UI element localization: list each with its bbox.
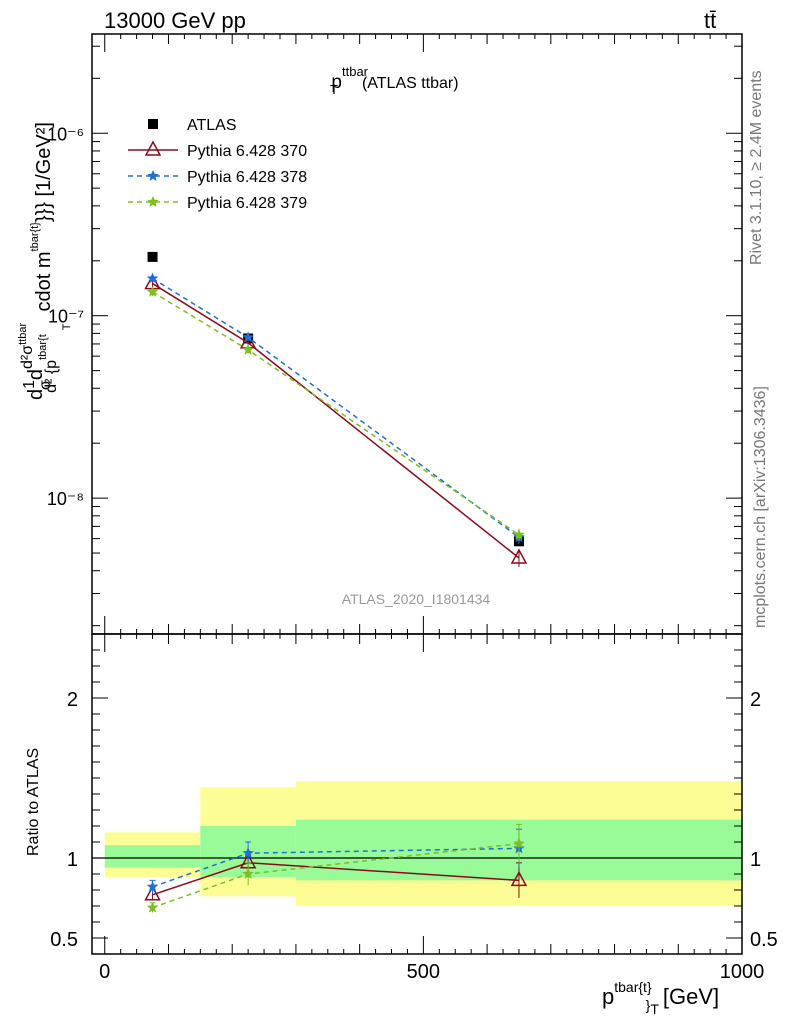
legend-marker-2 <box>147 170 159 181</box>
ylabel-sigma: d²σ <box>19 345 36 369</box>
ratio-ytick-label-right: 0.5 <box>750 929 778 951</box>
mcplots-label: mcplots.cern.ch [arXiv:1306.3436] <box>752 386 769 628</box>
ratio-ytick-label: 0.5 <box>50 929 78 951</box>
main-ytick-label: 10⁻⁶ <box>47 124 84 144</box>
main-point <box>147 251 158 262</box>
legend-label-2: Pythia 6.428 378 <box>187 169 307 186</box>
ylabel-sigma-sup: ttbar <box>17 323 29 345</box>
legend-marker-3 <box>147 196 159 207</box>
ratio-ytick-label: 2 <box>67 689 78 711</box>
ylabel-den-sup: tbar{t <box>37 334 49 360</box>
title-p: p <box>331 72 342 93</box>
main-ytick-label: 10⁻⁷ <box>48 307 84 327</box>
ylabel-frac-top: 1 <box>21 380 38 389</box>
legend-label-0: ATLAS <box>187 117 237 134</box>
main-point <box>242 331 254 343</box>
ratio-ytick-label: 1 <box>67 849 78 871</box>
main-point <box>146 272 159 284</box>
x-tick-label: 500 <box>407 961 440 983</box>
main-series <box>144 251 528 567</box>
plot-title: pttbar T (ATLAS ttbar) <box>330 64 459 97</box>
xlabel-sup: tbar{t} <box>614 979 652 995</box>
main-point <box>242 343 254 355</box>
ylabel-den-sub: T <box>61 323 73 330</box>
title-rest: (ATLAS ttbar) <box>362 75 459 92</box>
x-tick-label: 1000 <box>720 961 765 983</box>
ratio-ytick-label-right: 1 <box>750 849 761 871</box>
ratio-point <box>513 837 525 849</box>
ylabel-den: d² {p <box>43 360 60 393</box>
xlabel-sub: } <box>646 997 651 1013</box>
ylabel-cdot-sup: tbar{t} <box>29 222 41 252</box>
main-ytick-label: 10⁻⁸ <box>47 489 84 509</box>
header-energy: 13000 GeV pp <box>104 8 246 33</box>
main-y-axis-label: d1σdd²σttbard² {ptbar{tTcdot mtbar{t}}}}… <box>17 122 73 400</box>
main-point <box>510 548 528 564</box>
main-point <box>513 528 525 540</box>
ylabel-cdot: cdot m <box>33 251 55 311</box>
legend-label-3: Pythia 6.428 379 <box>187 195 307 212</box>
ylabel-frac-bot: σ <box>37 380 54 390</box>
main-axes: 10⁻⁸ 10⁻⁷ 10⁻⁶ <box>47 34 743 634</box>
title-sub: T <box>330 82 338 97</box>
ratio-axes: 0 500 1000 0.5 0.5 1 1 2 2 <box>50 634 778 983</box>
ratio-point <box>146 880 159 892</box>
legend-label-1: Pythia 6.428 370 <box>187 143 307 160</box>
ratio-band-inner-0 <box>104 845 201 868</box>
ylabel-tail: }}} [1/GeV²] <box>33 122 55 222</box>
x-axis-label: ptbar{t}}T [GeV] <box>602 979 719 1017</box>
title-sup: ttbar <box>342 64 369 79</box>
ratio-point <box>510 870 528 887</box>
ylabel-d2: d <box>25 369 47 380</box>
x-tick-label: 0 <box>99 961 110 983</box>
ratio-bands <box>104 781 742 906</box>
ratio-point <box>146 901 159 913</box>
main-point <box>146 285 159 297</box>
ratio-ytick-label-right: 2 <box>750 689 761 711</box>
ratio-point <box>242 847 254 859</box>
analysis-watermark: ATLAS_2020_I1801434 <box>342 591 491 607</box>
ratio-y-axis-label: Ratio to ATLAS <box>25 748 42 856</box>
legend: ATLAS Pythia 6.428 370 Pythia 6.428 378 Pyt… <box>128 117 307 212</box>
ratio-point <box>242 868 254 879</box>
svg-text:d1σdd²σttbard² {ptbar{tTcdot m: d1σdd²σttbard² {ptbar{tTcdot mtbar{t}}}}… <box>17 122 73 400</box>
xlabel-unit: [GeV] <box>663 984 719 1009</box>
ratio-series <box>144 823 528 913</box>
rivet-label: Rivet 3.1.10, ≥ 2.4M events <box>748 70 765 265</box>
ylabel-d1: d <box>25 389 47 400</box>
legend-marker-1 <box>144 140 162 156</box>
header-process: tt̄ <box>704 8 716 33</box>
xlabel-sub2: T <box>650 1001 659 1017</box>
xlabel-p: p <box>602 984 614 1009</box>
legend-marker-0 <box>148 119 158 129</box>
ratio-point <box>144 885 161 901</box>
